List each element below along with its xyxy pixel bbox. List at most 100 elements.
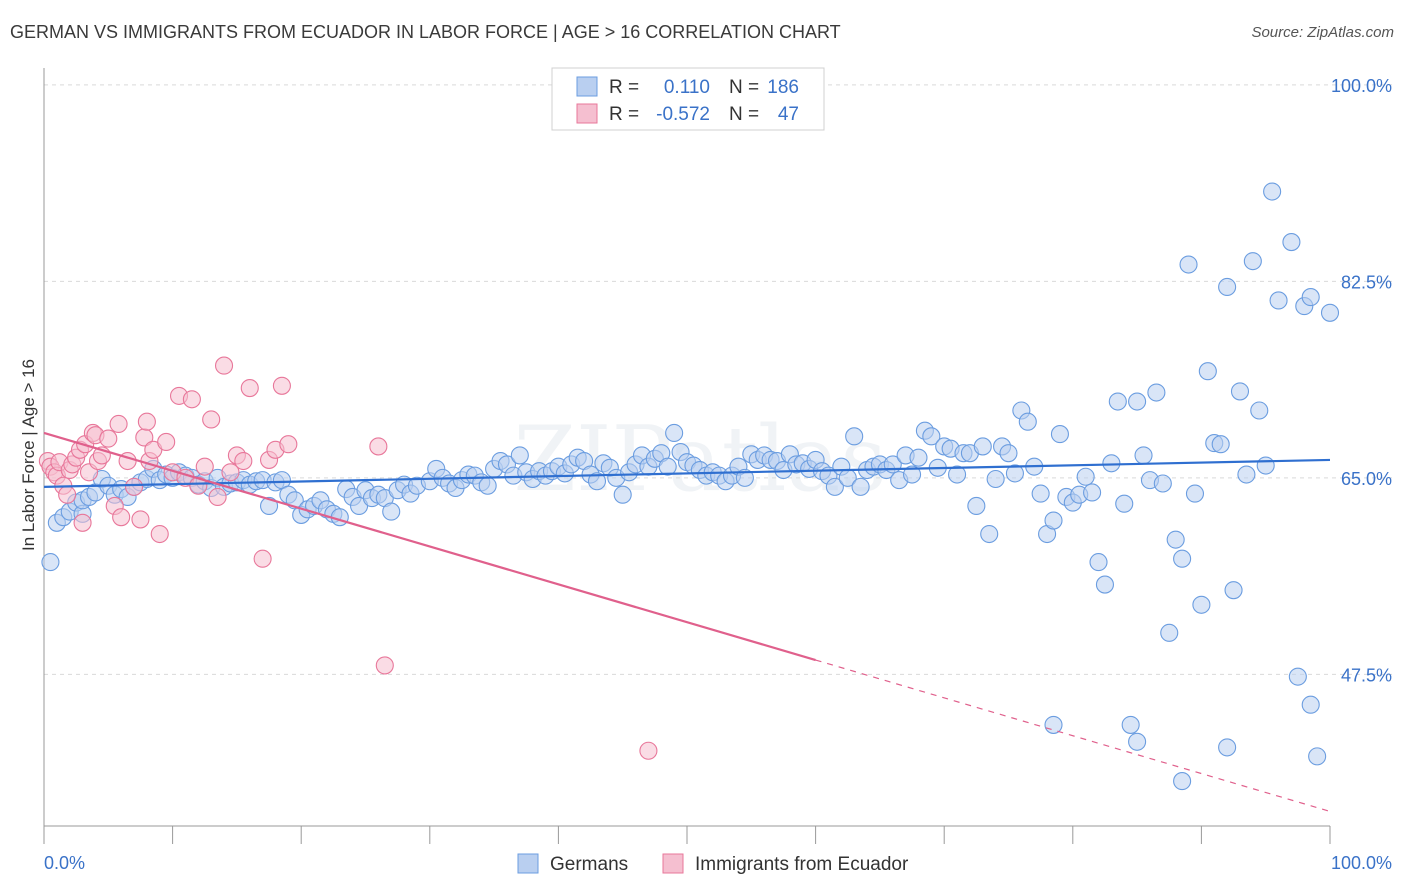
point-s0-173 — [1160, 623, 1179, 642]
point-s0-191 — [1282, 233, 1301, 252]
point-s0-193 — [1301, 288, 1320, 307]
point-s0-168 — [1128, 392, 1147, 411]
series-legend: Germans Immigrants from Ecuador — [517, 853, 909, 875]
point-s1-38 — [208, 487, 227, 507]
point-s0-201 — [1218, 738, 1237, 757]
point-s0-163 — [1089, 553, 1108, 572]
point-s0-141 — [948, 465, 967, 484]
point-s1-21 — [112, 508, 131, 527]
point-s1-50 — [375, 656, 394, 675]
point-s1-49 — [369, 437, 388, 456]
point-s0-186 — [1243, 252, 1262, 271]
point-s0-126 — [851, 477, 870, 496]
point-s0-175 — [1173, 549, 1192, 568]
point-s0-135 — [909, 448, 928, 467]
point-s0-161 — [1076, 467, 1095, 486]
point-s0-202 — [1173, 772, 1192, 791]
point-s0-190 — [1269, 291, 1288, 310]
y-tick-label-1: 82.5% — [1341, 272, 1392, 292]
point-s1-36 — [195, 457, 214, 476]
point-s0-122 — [825, 477, 844, 496]
point-s0-194 — [1320, 303, 1340, 322]
legend-swatch-ecuador — [576, 103, 598, 124]
stats-legend: R = 0.110 N = 186 R = -0.572 N = 47 — [551, 67, 825, 131]
legend-label-germans: Germans — [550, 854, 628, 875]
x-tick-labels: 0.0% 100.0% — [44, 853, 1392, 873]
point-s0-134 — [902, 465, 922, 484]
legend-label-ecuador: Immigrants from Ecuador — [695, 854, 909, 875]
point-s0-108 — [735, 468, 754, 487]
point-s0-145 — [973, 437, 992, 456]
point-s0-144 — [967, 496, 986, 516]
series-1-points — [38, 356, 658, 760]
legend-n-value-2: 47 — [778, 104, 799, 125]
grid-lines — [44, 84, 1392, 675]
point-s1-26 — [137, 412, 156, 431]
point-s0-147 — [986, 469, 1005, 489]
point-s0-152 — [1018, 412, 1037, 431]
point-s0-97 — [665, 423, 684, 443]
legend-swatch-germans — [576, 76, 598, 97]
legend-swatch-ecuador-bottom — [662, 853, 684, 874]
point-s0-96 — [658, 457, 677, 476]
point-s0-157 — [1050, 425, 1069, 444]
point-s0-146 — [980, 524, 999, 544]
legend-n-label-2: N = — [729, 104, 759, 125]
point-s1-47 — [272, 376, 291, 395]
point-s1-51 — [639, 741, 658, 760]
data-points — [38, 182, 1340, 791]
point-s0-183 — [1224, 581, 1243, 600]
point-s0-189 — [1263, 182, 1282, 201]
point-s1-6 — [58, 485, 77, 504]
legend-r-value-2: -0.572 — [656, 104, 710, 125]
point-s1-40 — [221, 463, 240, 482]
point-s0-197 — [1128, 732, 1147, 751]
point-s1-37 — [202, 410, 221, 429]
point-s1-18 — [99, 429, 118, 448]
point-s0-149 — [999, 444, 1018, 463]
point-s1-29 — [150, 524, 169, 544]
legend-n-value-1: 186 — [767, 77, 799, 98]
y-axis-label: In Labor Force | Age > 16 — [19, 359, 38, 551]
y-tick-label-0: 100.0% — [1331, 76, 1392, 96]
point-s0-174 — [1166, 530, 1185, 549]
point-s0-137 — [922, 427, 941, 446]
point-s0-200 — [1308, 747, 1327, 766]
chart-source: Source: ZipAtlas.com — [1251, 24, 1394, 41]
point-s0-167 — [1115, 494, 1134, 513]
y-tick-label-2: 65.0% — [1341, 469, 1392, 489]
point-s1-11 — [73, 513, 92, 532]
point-s0-73 — [510, 446, 529, 465]
point-s0-125 — [845, 427, 864, 446]
point-s1-48 — [279, 435, 298, 454]
point-s0-172 — [1153, 474, 1172, 493]
point-s0-171 — [1147, 383, 1166, 402]
x-tick-label-0: 0.0% — [44, 853, 85, 873]
point-s0-184 — [1230, 382, 1250, 401]
point-s0-54 — [382, 502, 401, 521]
point-s0-187 — [1250, 401, 1269, 420]
trend-line-0 — [43, 458, 1331, 488]
point-s0-178 — [1192, 595, 1211, 614]
point-s0-188 — [1256, 456, 1275, 475]
point-s0-195 — [1044, 715, 1063, 734]
trend-line-1-solid — [43, 431, 816, 662]
point-s0-89 — [613, 485, 632, 504]
point-s0-68 — [478, 476, 497, 495]
point-s0-162 — [1083, 483, 1102, 502]
point-s1-24 — [131, 510, 150, 529]
legend-n-label-1: N = — [729, 77, 759, 98]
trend-lines — [43, 431, 1331, 812]
point-s1-39 — [214, 356, 234, 375]
point-s0-35 — [259, 496, 279, 516]
point-s0-150 — [1005, 464, 1024, 483]
point-s1-20 — [109, 414, 128, 434]
point-s0-85 — [587, 472, 607, 491]
point-s0-176 — [1179, 255, 1198, 274]
point-s1-43 — [240, 378, 259, 398]
legend-r-label-1: R = — [609, 77, 639, 98]
point-s1-30 — [157, 432, 176, 451]
axes — [43, 68, 1331, 844]
point-s0-185 — [1237, 465, 1256, 484]
